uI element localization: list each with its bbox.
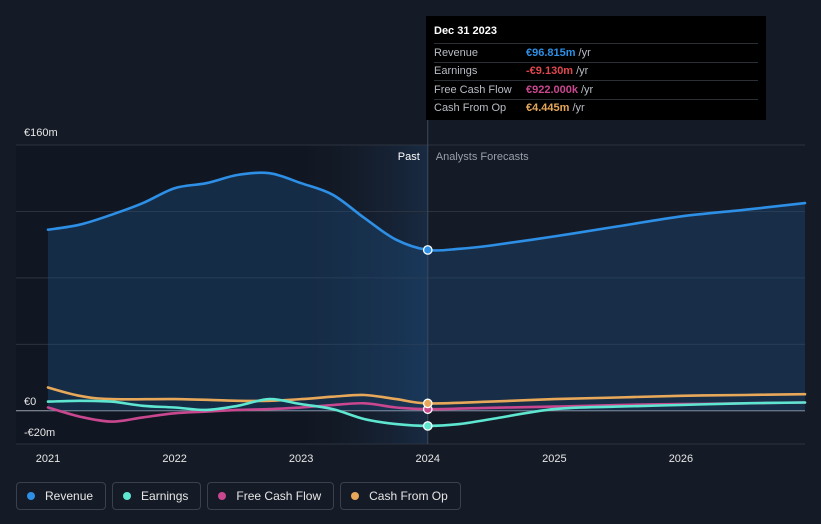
tooltip-label: Cash From Op	[434, 102, 507, 115]
forecast-label: Analysts Forecasts	[436, 151, 529, 163]
hover-tooltip: Dec 31 2023 Revenue €96.815m /yr Earning…	[426, 16, 766, 120]
cash-from-op-line	[46, 386, 807, 405]
legend-item-free-cash-flow[interactable]: Free Cash Flow	[207, 482, 335, 510]
tooltip-unit: /yr	[581, 83, 594, 96]
tooltip-value: €922.000k	[526, 83, 578, 96]
legend-label: Free Cash Flow	[236, 489, 322, 503]
x-tick-label: 2025	[542, 453, 566, 465]
tooltip-unit: /yr	[578, 46, 591, 59]
legend-item-cash-from-op[interactable]: Cash From Op	[340, 482, 461, 510]
legend-dot-icon	[351, 492, 360, 500]
tooltip-row-earnings: Earnings -€9.130m /yr	[434, 61, 758, 81]
y-tick-label: €0	[24, 396, 36, 408]
tooltip-unit: /yr	[572, 102, 585, 115]
legend-label: Earnings	[141, 489, 189, 503]
tooltip-label: Earnings	[434, 65, 478, 78]
tooltip-unit: /yr	[576, 65, 589, 78]
legend-item-revenue[interactable]: Revenue	[16, 482, 107, 510]
tooltip-row-revenue: Revenue €96.815m /yr	[434, 43, 758, 62]
x-tick-label: 2021	[36, 453, 60, 465]
past-label: Past	[398, 151, 420, 163]
legend-label: Cash From Op	[369, 489, 448, 503]
tooltip-value: €4.445m	[526, 102, 570, 115]
revenue-line	[46, 171, 807, 252]
earnings-line	[46, 397, 807, 428]
tooltip-value: -€9.130m	[526, 65, 574, 78]
free-cash-flow-line	[46, 401, 807, 423]
revenue-area	[48, 172, 805, 411]
x-tick-label: 2024	[416, 453, 440, 465]
y-tick-label: -€20m	[24, 427, 55, 439]
tooltip-label: Revenue	[434, 46, 479, 59]
legend-dot-icon	[27, 492, 35, 500]
legend-label: Revenue	[45, 489, 94, 503]
legend-dot-icon	[123, 492, 132, 500]
cash-from-op-marker	[422, 398, 433, 409]
tooltip-value: €96.815m	[526, 46, 576, 59]
x-tick-label: 2022	[162, 453, 186, 465]
earnings-marker	[422, 421, 433, 431]
tooltip-row-free-cash-flow: Free Cash Flow €922.000k /yr	[434, 80, 758, 99]
chart-legend: Revenue Earnings Free Cash Flow Cash Fro…	[16, 482, 461, 510]
tooltip-label: Free Cash Flow	[434, 83, 512, 96]
tooltip-row-cash-from-op: Cash From Op €4.445m /yr	[434, 98, 758, 118]
tooltip-date: Dec 31 2023	[434, 25, 497, 37]
y-tick-label: €160m	[24, 127, 58, 139]
x-tick-label: 2026	[669, 453, 693, 465]
legend-item-earnings[interactable]: Earnings	[112, 482, 202, 510]
legend-dot-icon	[218, 492, 227, 500]
x-tick-label: 2023	[289, 453, 313, 465]
revenue-marker	[422, 245, 433, 255]
